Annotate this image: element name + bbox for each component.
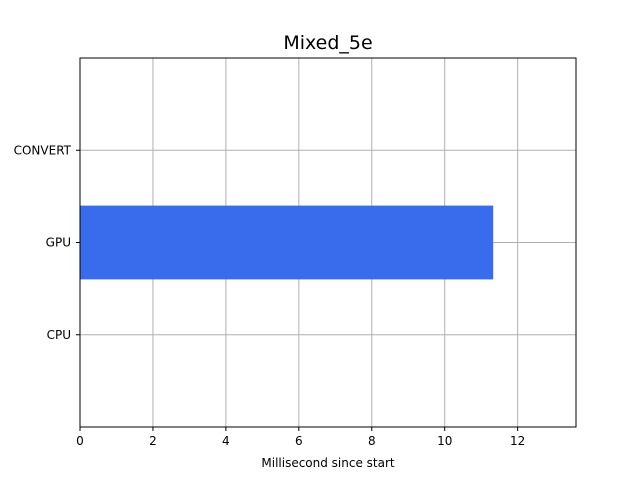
x-axis-ticks: 0 2 4 6 8 10 12 <box>76 427 525 448</box>
x-tick-label: 8 <box>368 434 376 448</box>
x-axis-label: Millisecond since start <box>261 456 395 470</box>
x-tick-label: 10 <box>437 434 452 448</box>
y-tick-label: CPU <box>47 328 71 342</box>
x-tick-label: 2 <box>149 434 157 448</box>
bar-gpu <box>80 205 494 280</box>
bar-layer <box>80 205 494 280</box>
x-tick-label: 0 <box>76 434 84 448</box>
y-tick-label: GPU <box>46 236 71 250</box>
y-axis-ticks: CPU GPU CONVERT <box>14 143 80 342</box>
chart-title: Mixed_5e <box>283 32 372 54</box>
x-tick-label: 4 <box>222 434 230 448</box>
x-tick-label: 6 <box>295 434 303 448</box>
y-tick-label: CONVERT <box>14 143 72 157</box>
x-tick-label: 12 <box>510 434 525 448</box>
